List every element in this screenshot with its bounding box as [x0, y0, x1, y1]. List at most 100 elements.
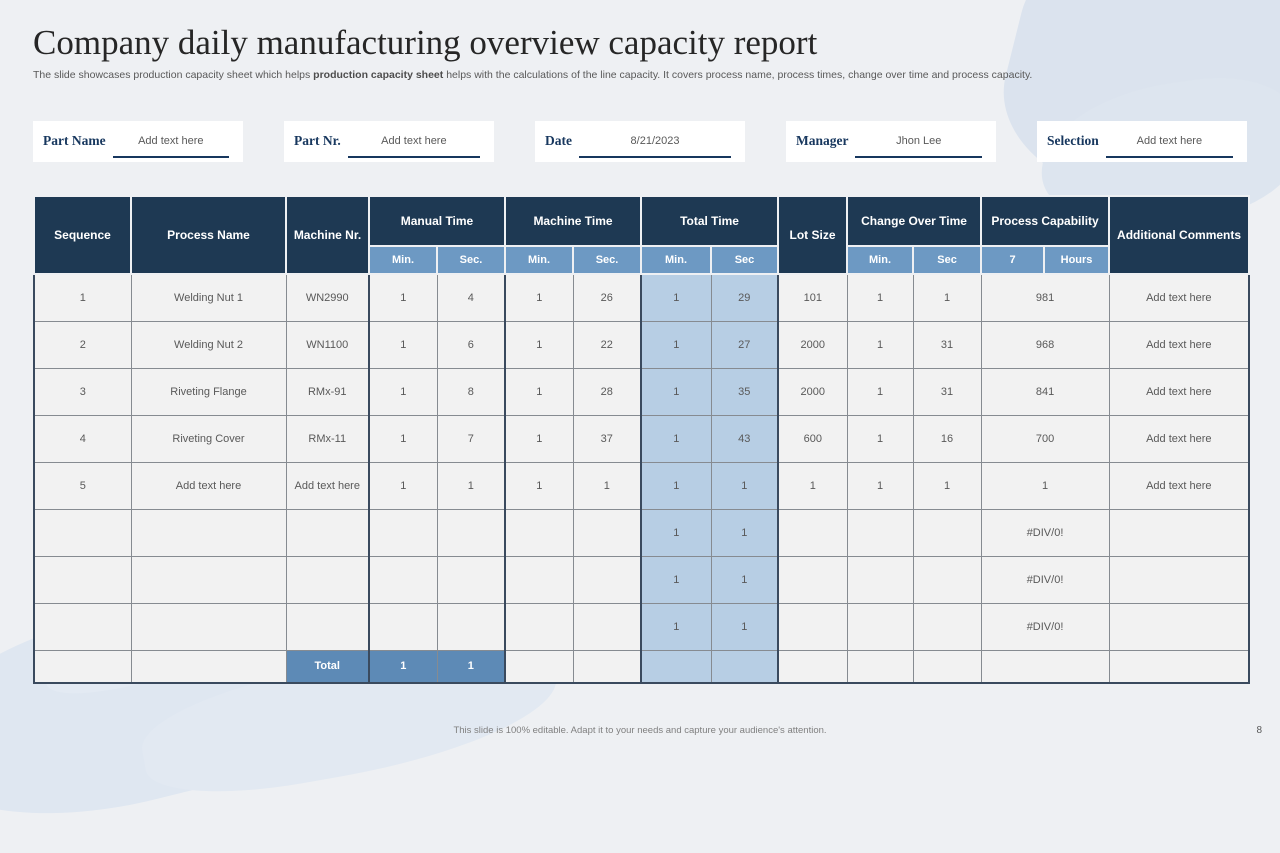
- part-name-label: Part Name: [43, 133, 106, 148]
- total-lot-size-cell: [777, 649, 848, 683]
- page-subtitle: The slide showcases production capacity …: [33, 69, 1247, 81]
- additional-comments-cell: Add text here: [1108, 461, 1250, 510]
- machine-nr-cell: Add text here: [285, 461, 370, 510]
- date-label: Date: [545, 133, 572, 148]
- machine-nr-cell: RMx-11: [285, 414, 370, 463]
- lot-size-cell: 2000: [777, 367, 848, 416]
- total-time-min-cell: 1: [640, 602, 712, 651]
- machine-time-min-cell: [504, 602, 574, 651]
- manual-time-min-cell: [368, 555, 438, 604]
- machine-time-min-cell: [504, 555, 574, 604]
- process-capability-cell: #DIV/0!: [980, 555, 1110, 604]
- part-nr-field[interactable]: Part Nr. Add text here: [284, 120, 494, 162]
- table-row: 4 Riveting Cover RMx-11 1 7 1 37 1 43 600 1 16 700 Ad…: [33, 414, 1250, 463]
- machine-time-min-cell: 1: [504, 273, 574, 322]
- manual-time-min-cell: 1: [368, 367, 438, 416]
- additional-comments-cell: Add text here: [1108, 414, 1250, 463]
- date-field[interactable]: Date 8/21/2023: [535, 120, 745, 162]
- part-nr-label: Part Nr.: [294, 133, 341, 148]
- manual-time-sec-cell: 8: [436, 367, 506, 416]
- total-manual-sec-cell: 1: [436, 649, 506, 683]
- sequence-cell: 3: [33, 367, 132, 416]
- process-capability-cell: #DIV/0!: [980, 602, 1110, 651]
- table-row: 2 Welding Nut 2 WN1100 1 6 1 22 1 27 2000 1 31 968 Ad…: [33, 320, 1250, 369]
- table-body: 1 Welding Nut 1 WN2990 1 4 1 26 1 29 101 1 1 981 Add …: [33, 273, 1250, 651]
- machine-time-min-cell: 1: [504, 320, 574, 369]
- total-machine-sec-cell: [572, 649, 642, 683]
- total-time-min-cell: 1: [640, 320, 712, 369]
- change-over-min-cell: [846, 508, 914, 557]
- total-process-capability-cell: [980, 649, 1110, 683]
- total-time-sec-cell: 27: [710, 320, 779, 369]
- manual-time-sec-cell: [436, 602, 506, 651]
- machine-time-min-cell: [504, 508, 574, 557]
- manager-field[interactable]: Manager Jhon Lee: [786, 120, 996, 162]
- process-capability-cell: 968: [980, 320, 1110, 369]
- header-process-capability: Process Capability: [980, 194, 1111, 247]
- part-name-value[interactable]: Add text here: [112, 135, 229, 158]
- subtitle-text-pre: The slide showcases production capacity …: [33, 68, 314, 81]
- additional-comments-cell: Add text here: [1108, 367, 1250, 416]
- total-sequence-cell: [33, 649, 132, 683]
- total-time-sec-cell: 29: [710, 273, 779, 322]
- manager-value[interactable]: Jhon Lee: [855, 135, 982, 158]
- lot-size-cell: 101: [777, 273, 848, 322]
- part-name-field[interactable]: Part Name Add text here: [33, 120, 243, 162]
- total-manual-min-cell: 1: [368, 649, 438, 683]
- machine-time-min-cell: 1: [504, 414, 574, 463]
- part-nr-value[interactable]: Add text here: [347, 135, 480, 158]
- manual-time-sec-cell: 1: [436, 461, 506, 510]
- change-over-min-cell: 1: [846, 414, 914, 463]
- change-over-min-cell: [846, 555, 914, 604]
- table-row: 1 1 #DIV/0!: [33, 555, 1250, 604]
- table-row: 1 1 #DIV/0!: [33, 602, 1250, 651]
- header-lot-size: Lot Size: [777, 194, 849, 275]
- manual-time-min-cell: [368, 508, 438, 557]
- additional-comments-cell: Add text here: [1108, 273, 1250, 322]
- manual-time-min-cell: 1: [368, 320, 438, 369]
- subheader-manual-sec: Sec.: [436, 244, 506, 275]
- change-over-sec-cell: [912, 602, 982, 651]
- process-name-cell: Add text here: [130, 461, 287, 510]
- lot-size-cell: [777, 602, 848, 651]
- selection-value[interactable]: Add text here: [1105, 135, 1233, 158]
- additional-comments-cell: [1108, 508, 1250, 557]
- lot-size-cell: 600: [777, 414, 848, 463]
- subheader-total-min: Min.: [640, 244, 713, 275]
- header-machine-nr: Machine Nr.: [285, 194, 370, 275]
- process-name-cell: Welding Nut 1: [130, 273, 287, 322]
- table-row: 5 Add text here Add text here 1 1 1 1 1 1 1 1 1 1 Add…: [33, 461, 1250, 510]
- total-time-min-cell: 1: [640, 461, 712, 510]
- total-time-min-cell: 1: [640, 367, 712, 416]
- change-over-min-cell: [846, 602, 914, 651]
- header-sequence: Sequence: [33, 194, 132, 275]
- lot-size-cell: 2000: [777, 320, 848, 369]
- change-over-sec-cell: 31: [912, 320, 982, 369]
- manual-time-min-cell: 1: [368, 414, 438, 463]
- date-value[interactable]: 8/21/2023: [579, 135, 731, 158]
- subheader-change-min: Min.: [846, 244, 915, 275]
- machine-nr-cell: [285, 602, 370, 651]
- sequence-cell: 2: [33, 320, 132, 369]
- form-fields-row: Part Name Add text here Part Nr. Add tex…: [33, 120, 1247, 162]
- machine-time-sec-cell: [572, 508, 642, 557]
- total-time-min-cell: 1: [640, 273, 712, 322]
- subheader-manual-min: Min.: [368, 244, 438, 275]
- change-over-min-cell: 1: [846, 320, 914, 369]
- selection-field[interactable]: Selection Add text here: [1037, 120, 1247, 162]
- change-over-sec-cell: 16: [912, 414, 982, 463]
- machine-time-min-cell: 1: [504, 461, 574, 510]
- sequence-cell: 5: [33, 461, 132, 510]
- manual-time-sec-cell: 7: [436, 414, 506, 463]
- header-machine-time: Machine Time: [503, 194, 643, 247]
- change-over-sec-cell: [912, 508, 982, 557]
- change-over-min-cell: 1: [846, 367, 914, 416]
- machine-time-min-cell: 1: [504, 367, 574, 416]
- machine-time-sec-cell: 26: [572, 273, 642, 322]
- total-time-sec-cell: 1: [710, 508, 779, 557]
- manual-time-sec-cell: 6: [436, 320, 506, 369]
- total-time-min-cell: 1: [640, 414, 712, 463]
- total-time-min-cell: [640, 649, 712, 683]
- additional-comments-cell: [1108, 602, 1250, 651]
- sequence-cell: [33, 555, 132, 604]
